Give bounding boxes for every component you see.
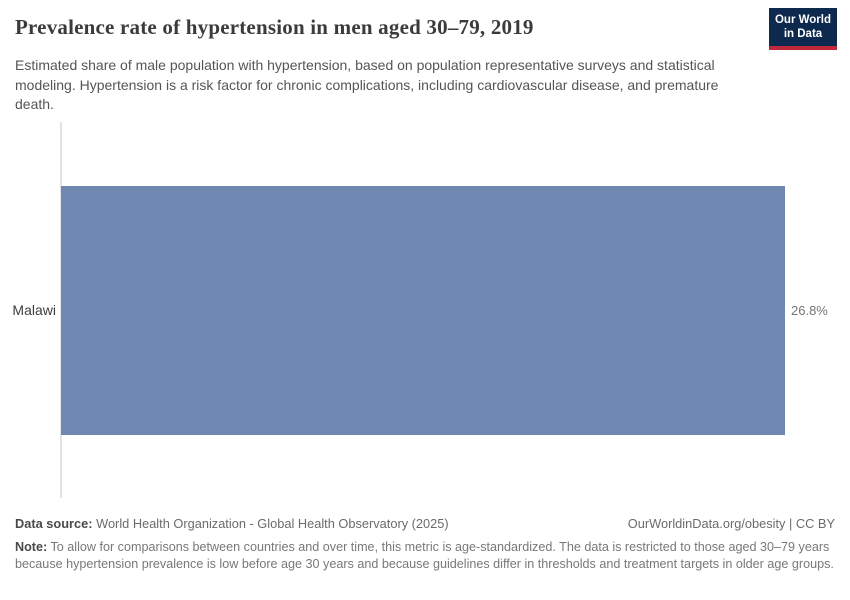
data-source-value: World Health Organization - Global Healt… — [96, 516, 449, 531]
data-source-line: Data source: World Health Organization -… — [15, 516, 449, 531]
data-source-label: Data source: — [15, 516, 93, 531]
note-label: Note: — [15, 540, 48, 554]
value-label-malawi: 26.8% — [791, 303, 828, 318]
note-value: To allow for comparisons between countri… — [15, 540, 834, 571]
footer-note: Note: To allow for comparisons between c… — [15, 539, 836, 572]
attribution-link[interactable]: OurWorldinData.org/obesity | CC BY — [627, 516, 835, 531]
category-label-malawi: Malawi — [12, 302, 56, 318]
owid-logo-line1: Our World — [774, 14, 831, 26]
owid-logo: Our World in Data — [769, 8, 837, 50]
chart-title: Prevalence rate of hypertension in men a… — [15, 15, 534, 39]
chart-subtitle: Estimated share of male population with … — [15, 57, 719, 112]
bar-malawi[interactable] — [61, 186, 785, 435]
footer-source-row: Data source: World Health Organization -… — [15, 516, 835, 531]
owid-logo-line2: in Data — [783, 28, 823, 40]
